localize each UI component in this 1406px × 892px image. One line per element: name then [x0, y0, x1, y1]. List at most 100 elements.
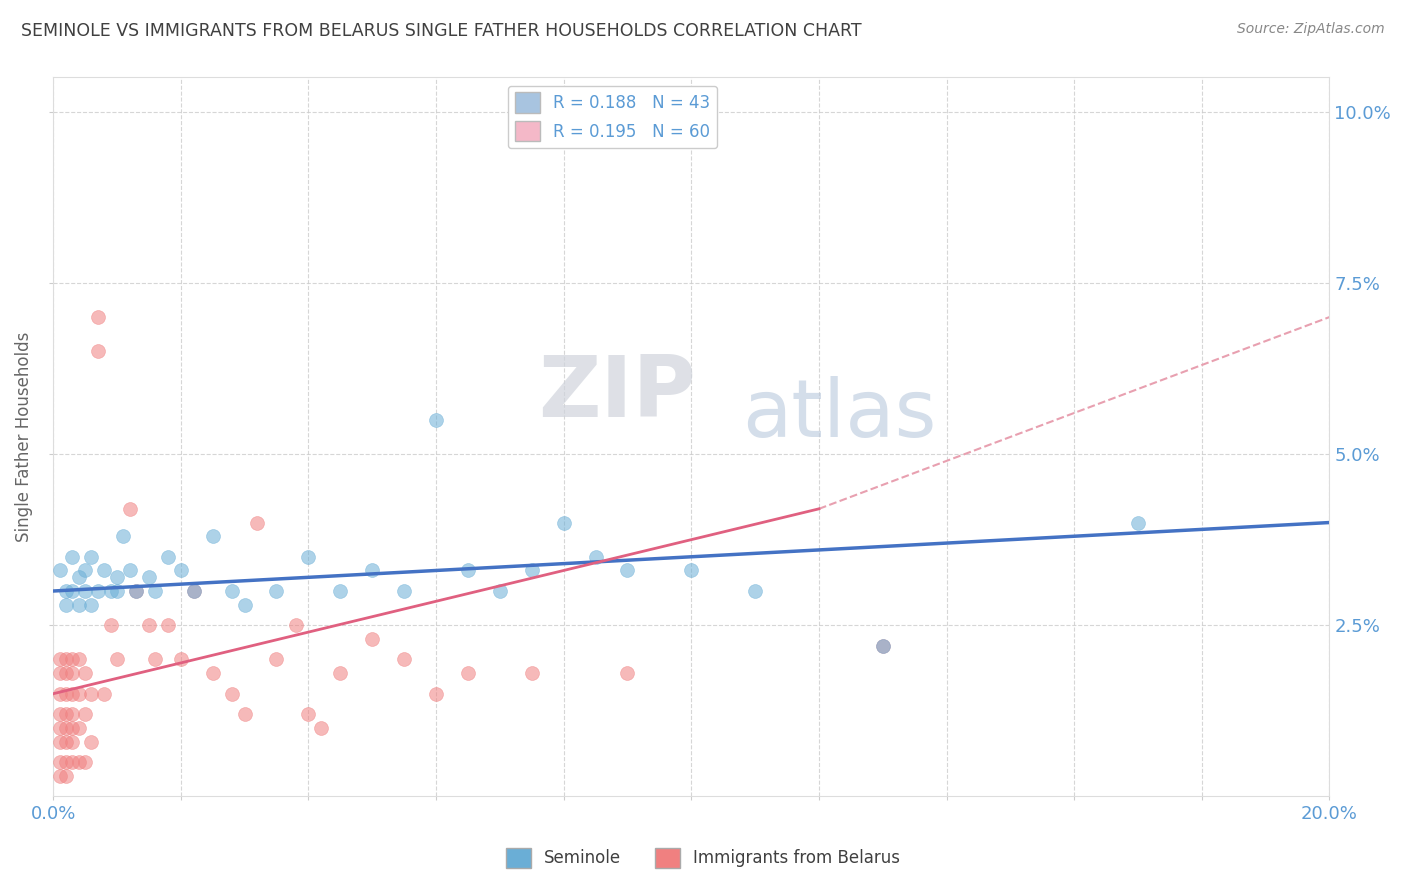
Point: [60, 584, 83, 599]
Point: [48, 707, 70, 722]
Point: [80, 598, 103, 612]
Point: [143, 584, 166, 599]
Point: [266, 584, 288, 599]
Point: [221, 687, 243, 701]
Point: [329, 666, 352, 681]
Text: Source: ZipAtlas.com: Source: ZipAtlas.com: [1237, 22, 1385, 37]
Point: [93, 687, 115, 701]
Point: [170, 564, 193, 578]
Point: [73, 666, 96, 681]
Point: [67, 687, 90, 701]
Point: [55, 769, 77, 783]
Point: [48, 687, 70, 701]
Y-axis label: Single Father Households: Single Father Households: [15, 332, 32, 542]
Point: [872, 639, 894, 653]
Point: [60, 666, 83, 681]
Point: [73, 755, 96, 769]
Point: [73, 707, 96, 722]
Point: [183, 584, 205, 599]
Point: [87, 344, 110, 359]
Text: SEMINOLE VS IMMIGRANTS FROM BELARUS SINGLE FATHER HOUSEHOLDS CORRELATION CHART: SEMINOLE VS IMMIGRANTS FROM BELARUS SING…: [21, 22, 862, 40]
Point: [55, 755, 77, 769]
Point: [616, 666, 638, 681]
Point: [48, 769, 70, 783]
Point: [221, 584, 243, 599]
Point: [361, 632, 384, 646]
Point: [744, 584, 766, 599]
Point: [93, 564, 115, 578]
Point: [125, 584, 148, 599]
Point: [246, 516, 269, 530]
Point: [60, 652, 83, 666]
Point: [87, 584, 110, 599]
Point: [520, 666, 543, 681]
Point: [48, 755, 70, 769]
Point: [1126, 516, 1149, 530]
Point: [201, 666, 224, 681]
Point: [266, 652, 288, 666]
Point: [105, 652, 128, 666]
Point: [457, 666, 479, 681]
Point: [60, 549, 83, 564]
Point: [48, 564, 70, 578]
Legend: Seminole, Immigrants from Belarus: Seminole, Immigrants from Belarus: [499, 841, 907, 875]
Point: [55, 721, 77, 735]
Point: [156, 618, 179, 632]
Point: [425, 413, 447, 427]
Point: [55, 598, 77, 612]
Point: [329, 584, 352, 599]
Point: [48, 734, 70, 748]
Point: [392, 652, 415, 666]
Point: [488, 584, 510, 599]
Point: [585, 549, 607, 564]
Point: [80, 549, 103, 564]
Point: [55, 734, 77, 748]
Point: [425, 687, 447, 701]
Point: [309, 721, 332, 735]
Point: [80, 734, 103, 748]
Point: [67, 721, 90, 735]
Point: [48, 721, 70, 735]
Point: [872, 639, 894, 653]
Point: [170, 652, 193, 666]
Point: [457, 564, 479, 578]
Point: [138, 570, 160, 584]
Point: [67, 598, 90, 612]
Point: [297, 707, 319, 722]
Point: [80, 687, 103, 701]
Point: [48, 652, 70, 666]
Point: [392, 584, 415, 599]
Point: [361, 564, 384, 578]
Point: [87, 310, 110, 325]
Point: [73, 564, 96, 578]
Point: [143, 652, 166, 666]
Point: [55, 687, 77, 701]
Point: [67, 570, 90, 584]
Text: ZIP: ZIP: [538, 352, 696, 435]
Point: [55, 652, 77, 666]
Point: [60, 707, 83, 722]
Point: [118, 564, 141, 578]
Text: atlas: atlas: [742, 376, 936, 454]
Point: [60, 687, 83, 701]
Point: [125, 584, 148, 599]
Point: [67, 652, 90, 666]
Point: [520, 564, 543, 578]
Point: [112, 529, 135, 543]
Legend: R = 0.188   N = 43, R = 0.195   N = 60: R = 0.188 N = 43, R = 0.195 N = 60: [508, 86, 717, 148]
Point: [616, 564, 638, 578]
Point: [297, 549, 319, 564]
Point: [553, 516, 575, 530]
Point: [284, 618, 307, 632]
Point: [681, 564, 703, 578]
Point: [55, 707, 77, 722]
Point: [60, 721, 83, 735]
Point: [73, 584, 96, 599]
Point: [118, 501, 141, 516]
Point: [100, 618, 122, 632]
Point: [67, 755, 90, 769]
Point: [60, 755, 83, 769]
Point: [105, 570, 128, 584]
Point: [138, 618, 160, 632]
Point: [233, 598, 256, 612]
